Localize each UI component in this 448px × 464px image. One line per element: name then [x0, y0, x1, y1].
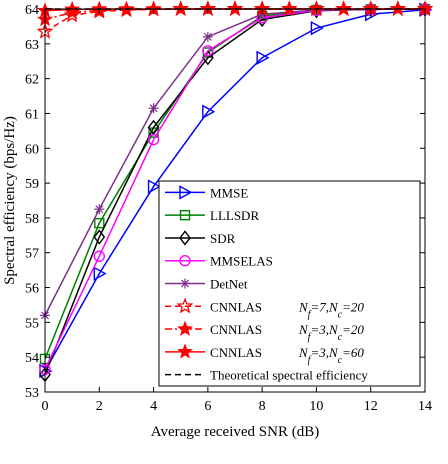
- data-point: [256, 50, 270, 65]
- data-point: [93, 229, 106, 245]
- legend-params: Nf=7,Nc=20: [298, 299, 364, 320]
- legend-entry: CNNLAS: [210, 345, 262, 360]
- x-tick-label: 8: [259, 399, 266, 414]
- data-point: [93, 250, 105, 262]
- x-tick-label: 4: [150, 399, 157, 414]
- legend-entry: DetNet: [210, 277, 248, 292]
- data-point: [202, 104, 216, 119]
- y-tick-label: 59: [25, 177, 39, 192]
- x-tick-label: 14: [418, 399, 432, 414]
- x-tick-label: 10: [309, 399, 323, 414]
- legend-entry: SDR: [210, 231, 236, 246]
- legend-marker: [177, 320, 193, 336]
- legend-marker: [177, 343, 193, 359]
- data-point: [63, 6, 81, 23]
- data-point: [310, 20, 324, 36]
- y-tick-label: 55: [25, 316, 39, 331]
- legend-marker: [180, 278, 190, 289]
- legend-entry: Theoretical spectral efficiency: [210, 368, 368, 383]
- y-tick-label: 58: [25, 212, 39, 227]
- data-point: [147, 133, 160, 146]
- data-point: [94, 204, 105, 215]
- x-tick-label: 0: [42, 399, 49, 414]
- data-point: [202, 31, 213, 42]
- data-point: [93, 266, 107, 281]
- x-axis-label: Average received SNR (dB): [151, 424, 319, 440]
- x-tick-label: 12: [364, 399, 378, 414]
- legend-entry: LLLSDR: [210, 208, 259, 223]
- data-point: [335, 0, 352, 16]
- y-tick-label: 57: [25, 247, 39, 262]
- series-line: [44, 8, 426, 372]
- legend: MMSE LLLSDR SDR MMSELAS DetNet CNNLAS Nf=7,Nc=…: [158, 180, 421, 387]
- y-tick-label: 60: [25, 142, 39, 157]
- legend-entry: CNNLAS: [210, 299, 262, 314]
- axes-frame: [44, 8, 426, 393]
- data-point: [147, 179, 162, 194]
- y-tick-label: 62: [25, 73, 39, 88]
- legend-marker: [179, 209, 191, 221]
- legend-entry: MMSE: [210, 185, 248, 200]
- y-tick-label: 56: [25, 282, 39, 297]
- y-tick-label: 64: [25, 3, 39, 18]
- x-tick-label: 2: [96, 399, 103, 414]
- y-tick-label: 61: [25, 107, 39, 122]
- legend-params: Nf=3,Nc=60: [298, 345, 364, 366]
- y-tick-label: 63: [25, 38, 39, 53]
- data-point: [202, 45, 214, 57]
- y-axis-label: Spectral efficiency (bps/Hz): [2, 116, 18, 285]
- legend-marker: [179, 255, 191, 267]
- legend-entry: MMSELAS: [210, 254, 273, 269]
- legend-marker: [179, 185, 193, 200]
- y-tick-label: 53: [25, 386, 39, 401]
- legend-entry: CNNLAS: [210, 322, 262, 337]
- x-tick-label: 6: [204, 399, 211, 414]
- data-point: [148, 103, 159, 114]
- axes: 0 2 4 6 8 10 12 14 53 54 55 56 57 58 59 60 61 62 63 64: [25, 3, 432, 414]
- legend-params: Nf=3,Nc=20: [298, 322, 364, 343]
- y-tick-label: 54: [25, 351, 39, 366]
- legend-marker: [176, 297, 194, 314]
- data-point: [94, 217, 105, 229]
- legend-marker: [179, 230, 191, 246]
